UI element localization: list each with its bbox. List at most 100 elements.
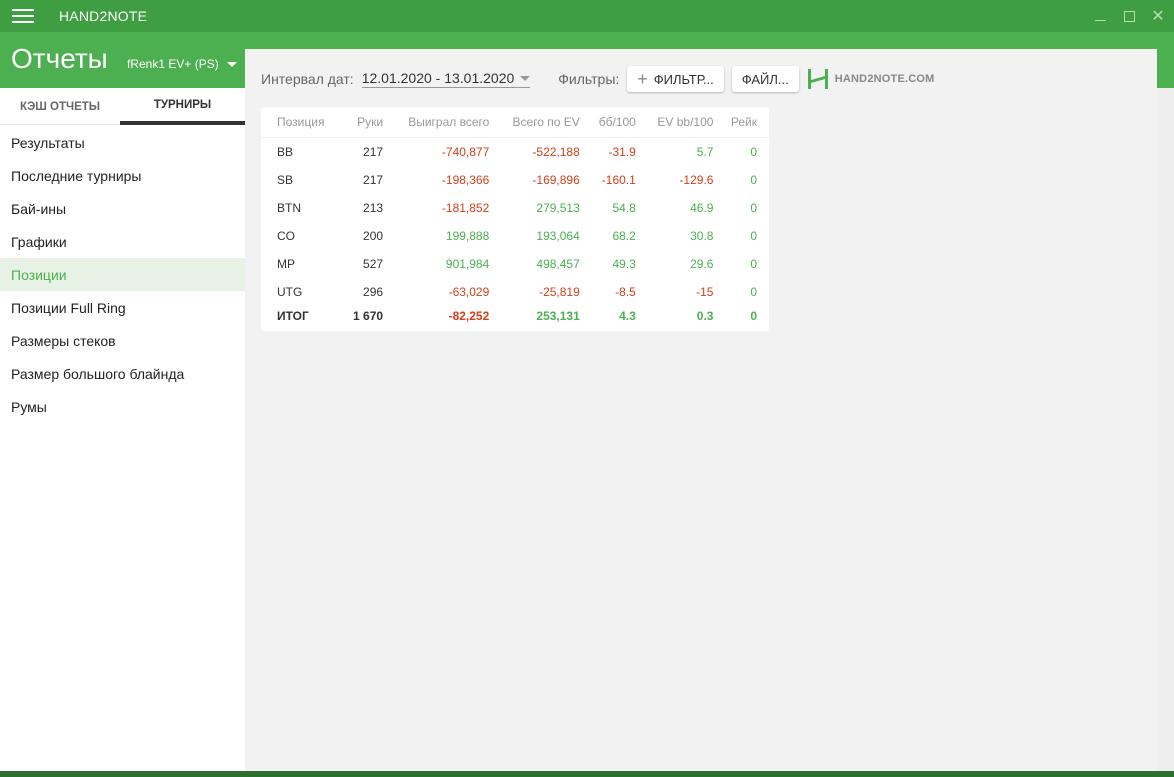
positions-table-card: Позиция Руки Выиграл всего Всего по EV б… [261, 107, 769, 331]
col-header-won-total[interactable]: Выиграл всего [395, 107, 502, 138]
sidebar-item-positions-full-ring[interactable]: Позиции Full Ring [11, 299, 126, 316]
cell-won-total: 901,984 [445, 257, 490, 271]
cell-won-total: 199,888 [445, 229, 490, 243]
cell-position: SB [277, 173, 294, 187]
logo-text: HAND2NOTE.COM [834, 73, 935, 85]
cell-hands: 217 [363, 173, 384, 187]
close-icon[interactable]: ✕ [1151, 8, 1165, 25]
cell-hands: 217 [363, 145, 384, 160]
report-list: Результаты Последние турниры Бай-ины Гра… [0, 126, 245, 423]
profile-label: fRenk1 EV+ (PS) [127, 57, 219, 71]
sidebar-item-graphs[interactable]: Графики [11, 233, 67, 250]
table-row[interactable]: CO 200 199,888 193,064 68.2 30.8 0 [261, 221, 769, 249]
cell-bb100: -8.5 [615, 285, 636, 299]
total-ev-bb100: 0.3 [696, 309, 714, 323]
cell-ev-bb100: 30.8 [690, 229, 714, 243]
tab-tournaments[interactable]: ТУРНИРЫ [120, 88, 245, 125]
cell-won-total: -63,029 [448, 285, 490, 299]
col-header-position[interactable]: Позиция [261, 107, 348, 138]
total-label: ИТОГ [277, 309, 309, 323]
interval-label: Интервал дат: [261, 71, 354, 87]
h-logo-icon [807, 69, 828, 89]
cell-rake: 0 [750, 229, 757, 243]
cell-bb100: 49.3 [612, 257, 636, 271]
chevron-down-icon [520, 75, 531, 81]
profile-selector[interactable]: fRenk1 EV+ (PS) [127, 57, 237, 71]
cell-hands: 200 [363, 229, 384, 243]
positions-table: Позиция Руки Выиграл всего Всего по EV б… [261, 107, 769, 327]
date-range-selector[interactable]: 12.01.2020 - 13.01.2020 [361, 70, 531, 88]
cell-rake: 0 [750, 257, 757, 271]
cell-won-total: -740,877 [441, 145, 490, 160]
cell-position: CO [277, 229, 295, 243]
cell-bb100: 68.2 [612, 229, 636, 243]
sidebar-item-results[interactable]: Результаты [11, 134, 85, 151]
sidebar: КЭШ ОТЧЕТЫ ТУРНИРЫ Результаты Последние … [0, 88, 245, 771]
table-row[interactable]: UTG 296 -63,029 -25,819 -8.5 -15 0 [261, 277, 769, 305]
add-filter-label: ФИЛЬТР... [653, 71, 714, 87]
table-row[interactable]: BB 217 -740,877 -522,188 -31.9 5.7 0 [261, 137, 769, 165]
table-header-row: Позиция Руки Выиграл всего Всего по EV б… [261, 107, 769, 138]
cell-rake: 0 [750, 201, 757, 215]
total-ev-total: 253,131 [536, 309, 580, 323]
cell-hands: 296 [363, 285, 384, 299]
cell-hands: 213 [363, 201, 384, 215]
sidebar-tabs: КЭШ ОТЧЕТЫ ТУРНИРЫ [0, 88, 245, 125]
cell-position: BTN [277, 201, 301, 215]
col-header-ev-bb100[interactable]: EV bb/100 [647, 107, 726, 138]
sidebar-item-stack-sizes[interactable]: Размеры стеков [11, 332, 116, 349]
cell-rake: 0 [750, 173, 757, 187]
cell-position: BB [277, 145, 294, 160]
page-title: Отчеты [11, 43, 108, 74]
sidebar-item-rooms[interactable]: Румы [11, 398, 47, 415]
cell-ev-bb100: -15 [696, 285, 714, 299]
col-header-rake[interactable]: Рейк [725, 107, 769, 138]
title-bar: HAND2NOTE ✕ [0, 0, 1174, 32]
hand2note-logo[interactable]: HAND2NOTE.COM [807, 68, 935, 90]
sidebar-item-positions[interactable]: Позиции [0, 258, 245, 291]
cell-won-total: -198,366 [441, 173, 490, 187]
cell-won-total: -181,852 [441, 201, 490, 215]
tab-cash-reports[interactable]: КЭШ ОТЧЕТЫ [19, 100, 101, 113]
filters-label: Фильтры: [558, 71, 620, 87]
sidebar-item-buyins[interactable]: Бай-ины [11, 200, 67, 217]
col-header-ev-total[interactable]: Всего по EV [501, 107, 592, 138]
bottom-edge [0, 771, 1174, 777]
cell-bb100: -160.1 [601, 173, 636, 187]
cell-position: MP [277, 257, 295, 271]
cell-ev-bb100: 5.7 [696, 145, 714, 160]
cell-rake: 0 [750, 285, 757, 299]
date-range-value: 12.01.2020 - 13.01.2020 [361, 70, 515, 86]
cell-position: UTG [277, 285, 303, 299]
sidebar-item-recent-tournaments[interactable]: Последние турниры [11, 167, 142, 184]
cell-ev-bb100: 29.6 [690, 257, 714, 271]
total-bb100: 4.3 [619, 309, 636, 323]
total-rake: 0 [750, 309, 757, 323]
report-panel: Интервал дат: 12.01.2020 - 13.01.2020 Фи… [245, 49, 1157, 771]
chevron-down-icon [226, 61, 237, 67]
col-header-hands[interactable]: Руки [347, 107, 396, 138]
table-row[interactable]: MP 527 901,984 498,457 49.3 29.6 0 [261, 249, 769, 277]
report-toolbar: Интервал дат: 12.01.2020 - 13.01.2020 Фи… [261, 65, 935, 93]
cell-ev-total: 498,457 [536, 257, 580, 271]
col-header-bb100[interactable]: бб/100 [591, 107, 648, 138]
hamburger-menu-icon[interactable] [12, 9, 34, 25]
plus-icon: + [637, 69, 648, 89]
table-total-row: ИТОГ 1 670 -82,252 253,131 4.3 0.3 0 [261, 305, 769, 327]
maximize-icon[interactable] [1119, 6, 1139, 26]
cell-bb100: 54.8 [612, 201, 636, 215]
minimize-icon[interactable] [1090, 6, 1110, 26]
file-button[interactable]: ФАЙЛ... [731, 66, 799, 92]
cell-ev-total: -522,188 [532, 145, 580, 160]
cell-ev-total: -169,896 [532, 173, 580, 187]
sidebar-item-big-blind-size[interactable]: Размер большого блайнда [11, 365, 185, 382]
cell-bb100: -31.9 [608, 145, 636, 160]
cell-ev-bb100: 46.9 [690, 201, 714, 215]
cell-rake: 0 [750, 145, 757, 160]
total-won-total: -82,252 [448, 309, 490, 323]
table-row[interactable]: BTN 213 -181,852 279,513 54.8 46.9 0 [261, 193, 769, 221]
cell-ev-bb100: -129.6 [679, 173, 714, 187]
add-filter-button[interactable]: + ФИЛЬТР... [627, 66, 724, 92]
table-row[interactable]: SB 217 -198,366 -169,896 -160.1 -129.6 0 [261, 165, 769, 193]
total-hands: 1 670 [353, 309, 384, 323]
